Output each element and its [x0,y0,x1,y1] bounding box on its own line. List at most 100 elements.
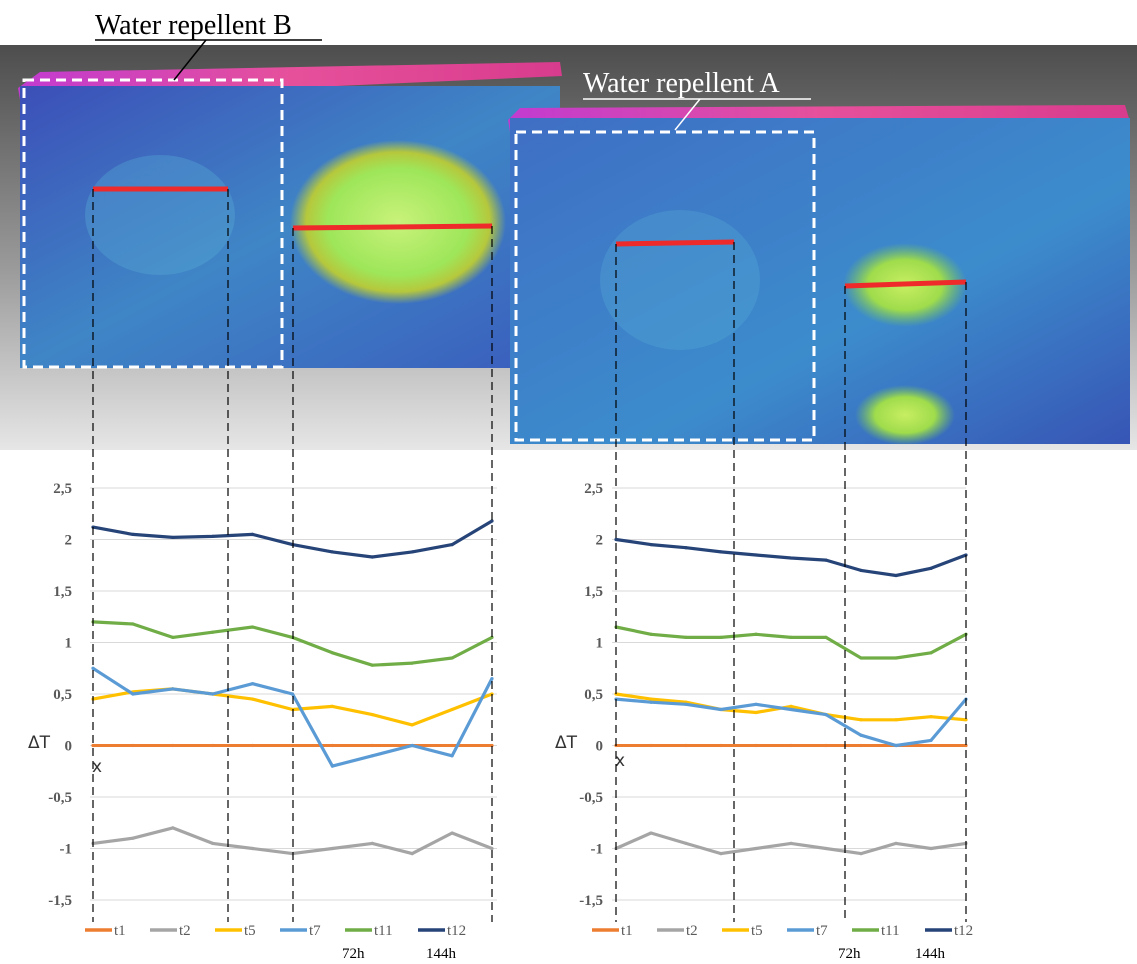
selection-box-b [22,78,284,369]
data-point-t1 [789,743,793,748]
data-point-t1 [91,743,95,748]
data-point-t5 [929,715,933,719]
callout-a: Water repellent A [583,68,811,131]
legend-label-t2: t2 [179,923,191,939]
y-tick-label: 2 [65,533,73,549]
data-point-t1 [290,743,295,748]
data-point-t11 [824,635,828,639]
data-point-t2 [370,841,374,845]
data-point-t7 [410,743,414,748]
data-point-t5 [789,704,793,708]
data-point-t2 [859,852,863,856]
data-point-t2 [684,841,688,845]
legend-label-t11: t11 [881,923,900,939]
y-axis-label: ΔT [555,733,578,753]
y-tick-label: 2 [596,533,604,549]
measure-line-b2 [292,223,493,231]
chart-water-repellent-b: 2,5 2 1,5 1 0,5 0 -0,5 -1 -1,5 ΔT x t1 t2 t5 t7 t11 t… [28,481,497,962]
data-point-t7 [211,692,215,696]
specimen-block-a [508,105,1130,445]
data-point-t5 [649,697,653,701]
callout-leader-a [674,98,701,131]
data-point-t1 [824,743,828,748]
data-point-t7 [929,738,933,742]
data-point-t2 [754,846,758,851]
data-point-t12 [964,553,968,557]
y-tick-label: 1 [65,636,73,652]
data-point-t12 [251,532,255,536]
time-label-144h: 144h [915,946,946,962]
data-point-t5 [450,707,454,712]
data-point-t7 [894,743,898,748]
y-tick-label: 0,5 [53,687,72,703]
data-point-t11 [171,635,175,639]
chart-water-repellent-a: 2,5 2 1,5 1 0,5 0 -0,5 -1 -1,5 ΔT x t1 t2 t5 t7 t11 t… [555,481,973,962]
data-point-t7 [131,692,135,696]
data-point-t12 [171,535,175,540]
y-tick-label: 1 [596,636,604,652]
data-point-t7 [754,702,758,706]
y-tick-label: 0,5 [584,687,603,703]
data-point-t1 [171,743,175,748]
measure-line-a2 [844,279,967,289]
data-point-t12 [859,568,863,573]
x-axis-label: x [615,751,625,771]
legend-label-t5: t5 [751,923,763,939]
data-point-t7 [290,692,295,696]
data-point-t1 [929,743,933,748]
data-point-t2 [824,846,828,851]
data-point-t7 [789,707,793,712]
legend-label-t7: t7 [816,923,828,939]
data-point-t11 [410,661,414,665]
time-label-72h: 72h [342,946,365,962]
y-tick-label: 2,5 [53,481,72,497]
data-point-t12 [131,532,135,536]
data-point-t2 [649,831,653,835]
data-point-t12 [824,558,828,562]
data-point-t7 [649,700,653,704]
heat-spot-large [290,140,506,304]
data-point-t7 [684,702,688,706]
data-point-t2 [171,826,175,830]
legend-label-t7: t7 [309,923,321,939]
y-tick-label: -1 [60,842,73,858]
data-point-t5 [894,718,898,722]
data-point-t12 [684,546,688,550]
data-point-t12 [894,573,898,578]
data-point-t2 [450,831,454,835]
data-point-t11 [754,632,758,636]
data-point-t2 [929,846,933,851]
data-point-t5 [330,704,334,708]
legend-label-t1: t1 [114,923,126,939]
data-point-t12 [719,550,723,554]
data-point-t7 [171,687,175,691]
data-point-t12 [789,556,793,560]
data-point-t1 [649,743,653,748]
data-point-t1 [859,743,863,748]
data-point-t1 [251,743,255,748]
data-point-t11 [490,635,494,639]
callout-leader-b [173,39,207,81]
data-point-t2 [789,841,793,845]
data-point-t2 [894,841,898,845]
legend-label-t11: t11 [374,923,393,939]
y-tick-label: 1,5 [53,584,72,600]
legend-label-t2: t2 [686,923,698,939]
legend-label-t12: t12 [447,923,466,939]
data-point-t11 [789,635,793,639]
y-tick-label: -1,5 [48,893,72,909]
data-point-t5 [754,710,758,715]
data-point-t1 [719,743,723,748]
data-point-t5 [410,723,414,727]
data-point-t1 [131,743,135,748]
time-label-72h: 72h [838,946,861,962]
data-point-t7 [251,682,255,686]
data-point-t2 [719,852,723,856]
selection-box-a [514,130,816,442]
data-point-t11 [251,625,255,629]
data-point-t5 [251,697,255,701]
data-point-t11 [131,622,135,626]
y-tick-label: -1,5 [579,893,603,909]
callout-label-a: Water repellent A [583,68,781,99]
